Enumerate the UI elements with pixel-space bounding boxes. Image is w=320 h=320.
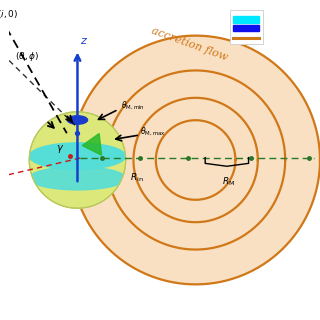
Text: $\gamma$: $\gamma$ <box>56 143 64 155</box>
Text: $R_{\rm in}$: $R_{\rm in}$ <box>131 171 144 184</box>
Ellipse shape <box>67 116 88 124</box>
Text: $z$: $z$ <box>80 36 88 46</box>
Text: $(\theta,\phi)$: $(\theta,\phi)$ <box>15 50 40 63</box>
Text: $\theta_{\rm M,min}$: $\theta_{\rm M,min}$ <box>121 100 145 112</box>
Text: $\theta_{\rm M,max}$: $\theta_{\rm M,max}$ <box>140 126 165 138</box>
FancyBboxPatch shape <box>230 10 263 44</box>
Text: $(i,0)$: $(i,0)$ <box>0 8 18 20</box>
Polygon shape <box>29 112 126 208</box>
Ellipse shape <box>29 143 126 169</box>
Text: $R_{\rm M}$: $R_{\rm M}$ <box>222 175 235 188</box>
Polygon shape <box>71 36 320 284</box>
FancyBboxPatch shape <box>233 25 260 31</box>
FancyBboxPatch shape <box>233 16 260 23</box>
Ellipse shape <box>29 167 126 190</box>
Polygon shape <box>82 133 101 155</box>
Text: accretion flow: accretion flow <box>150 26 229 62</box>
